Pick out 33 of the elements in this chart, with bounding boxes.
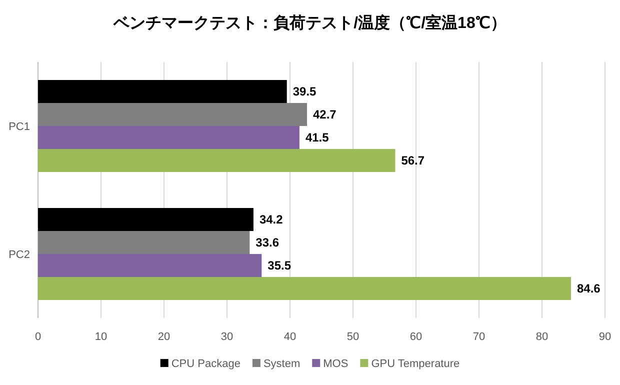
x-tick-label: 90	[598, 331, 612, 343]
data-label: 35.5	[268, 258, 292, 272]
y-tick-label: PC1	[8, 121, 30, 133]
bar	[38, 149, 396, 172]
bar	[38, 208, 254, 231]
x-tick-label: 70	[472, 331, 486, 343]
legend-label: CPU Package	[171, 358, 240, 370]
data-label: 41.5	[305, 130, 330, 144]
bar	[38, 80, 287, 103]
bar	[38, 103, 308, 126]
x-tick-label: 40	[284, 331, 296, 343]
legend-label: MOS	[323, 358, 348, 370]
legend-label: System	[263, 358, 300, 370]
y-tick-label: PC2	[8, 249, 30, 261]
chart-title: ベンチマークテスト：負荷テスト/温度（℃/室温18℃）	[112, 13, 506, 32]
x-tick-label: 30	[220, 331, 234, 343]
x-tick-label: 0	[34, 331, 42, 343]
bar	[38, 277, 571, 300]
x-tick-label: 60	[410, 331, 422, 343]
x-tick-label: 10	[94, 331, 108, 343]
bar	[38, 231, 250, 254]
x-tick-label: 50	[346, 331, 360, 343]
data-label: 39.5	[292, 84, 317, 98]
x-tick-label: 20	[158, 331, 170, 343]
bar	[38, 126, 300, 149]
x-tick-label: 80	[536, 331, 548, 343]
legend-label: GPU Temperature	[371, 358, 460, 370]
data-label: 42.7	[313, 108, 337, 122]
data-label: 33.6	[256, 236, 280, 250]
bar	[38, 254, 262, 277]
data-label: 56.7	[401, 154, 425, 168]
data-label: 84.6	[576, 282, 601, 296]
data-label: 34.2	[259, 212, 284, 226]
